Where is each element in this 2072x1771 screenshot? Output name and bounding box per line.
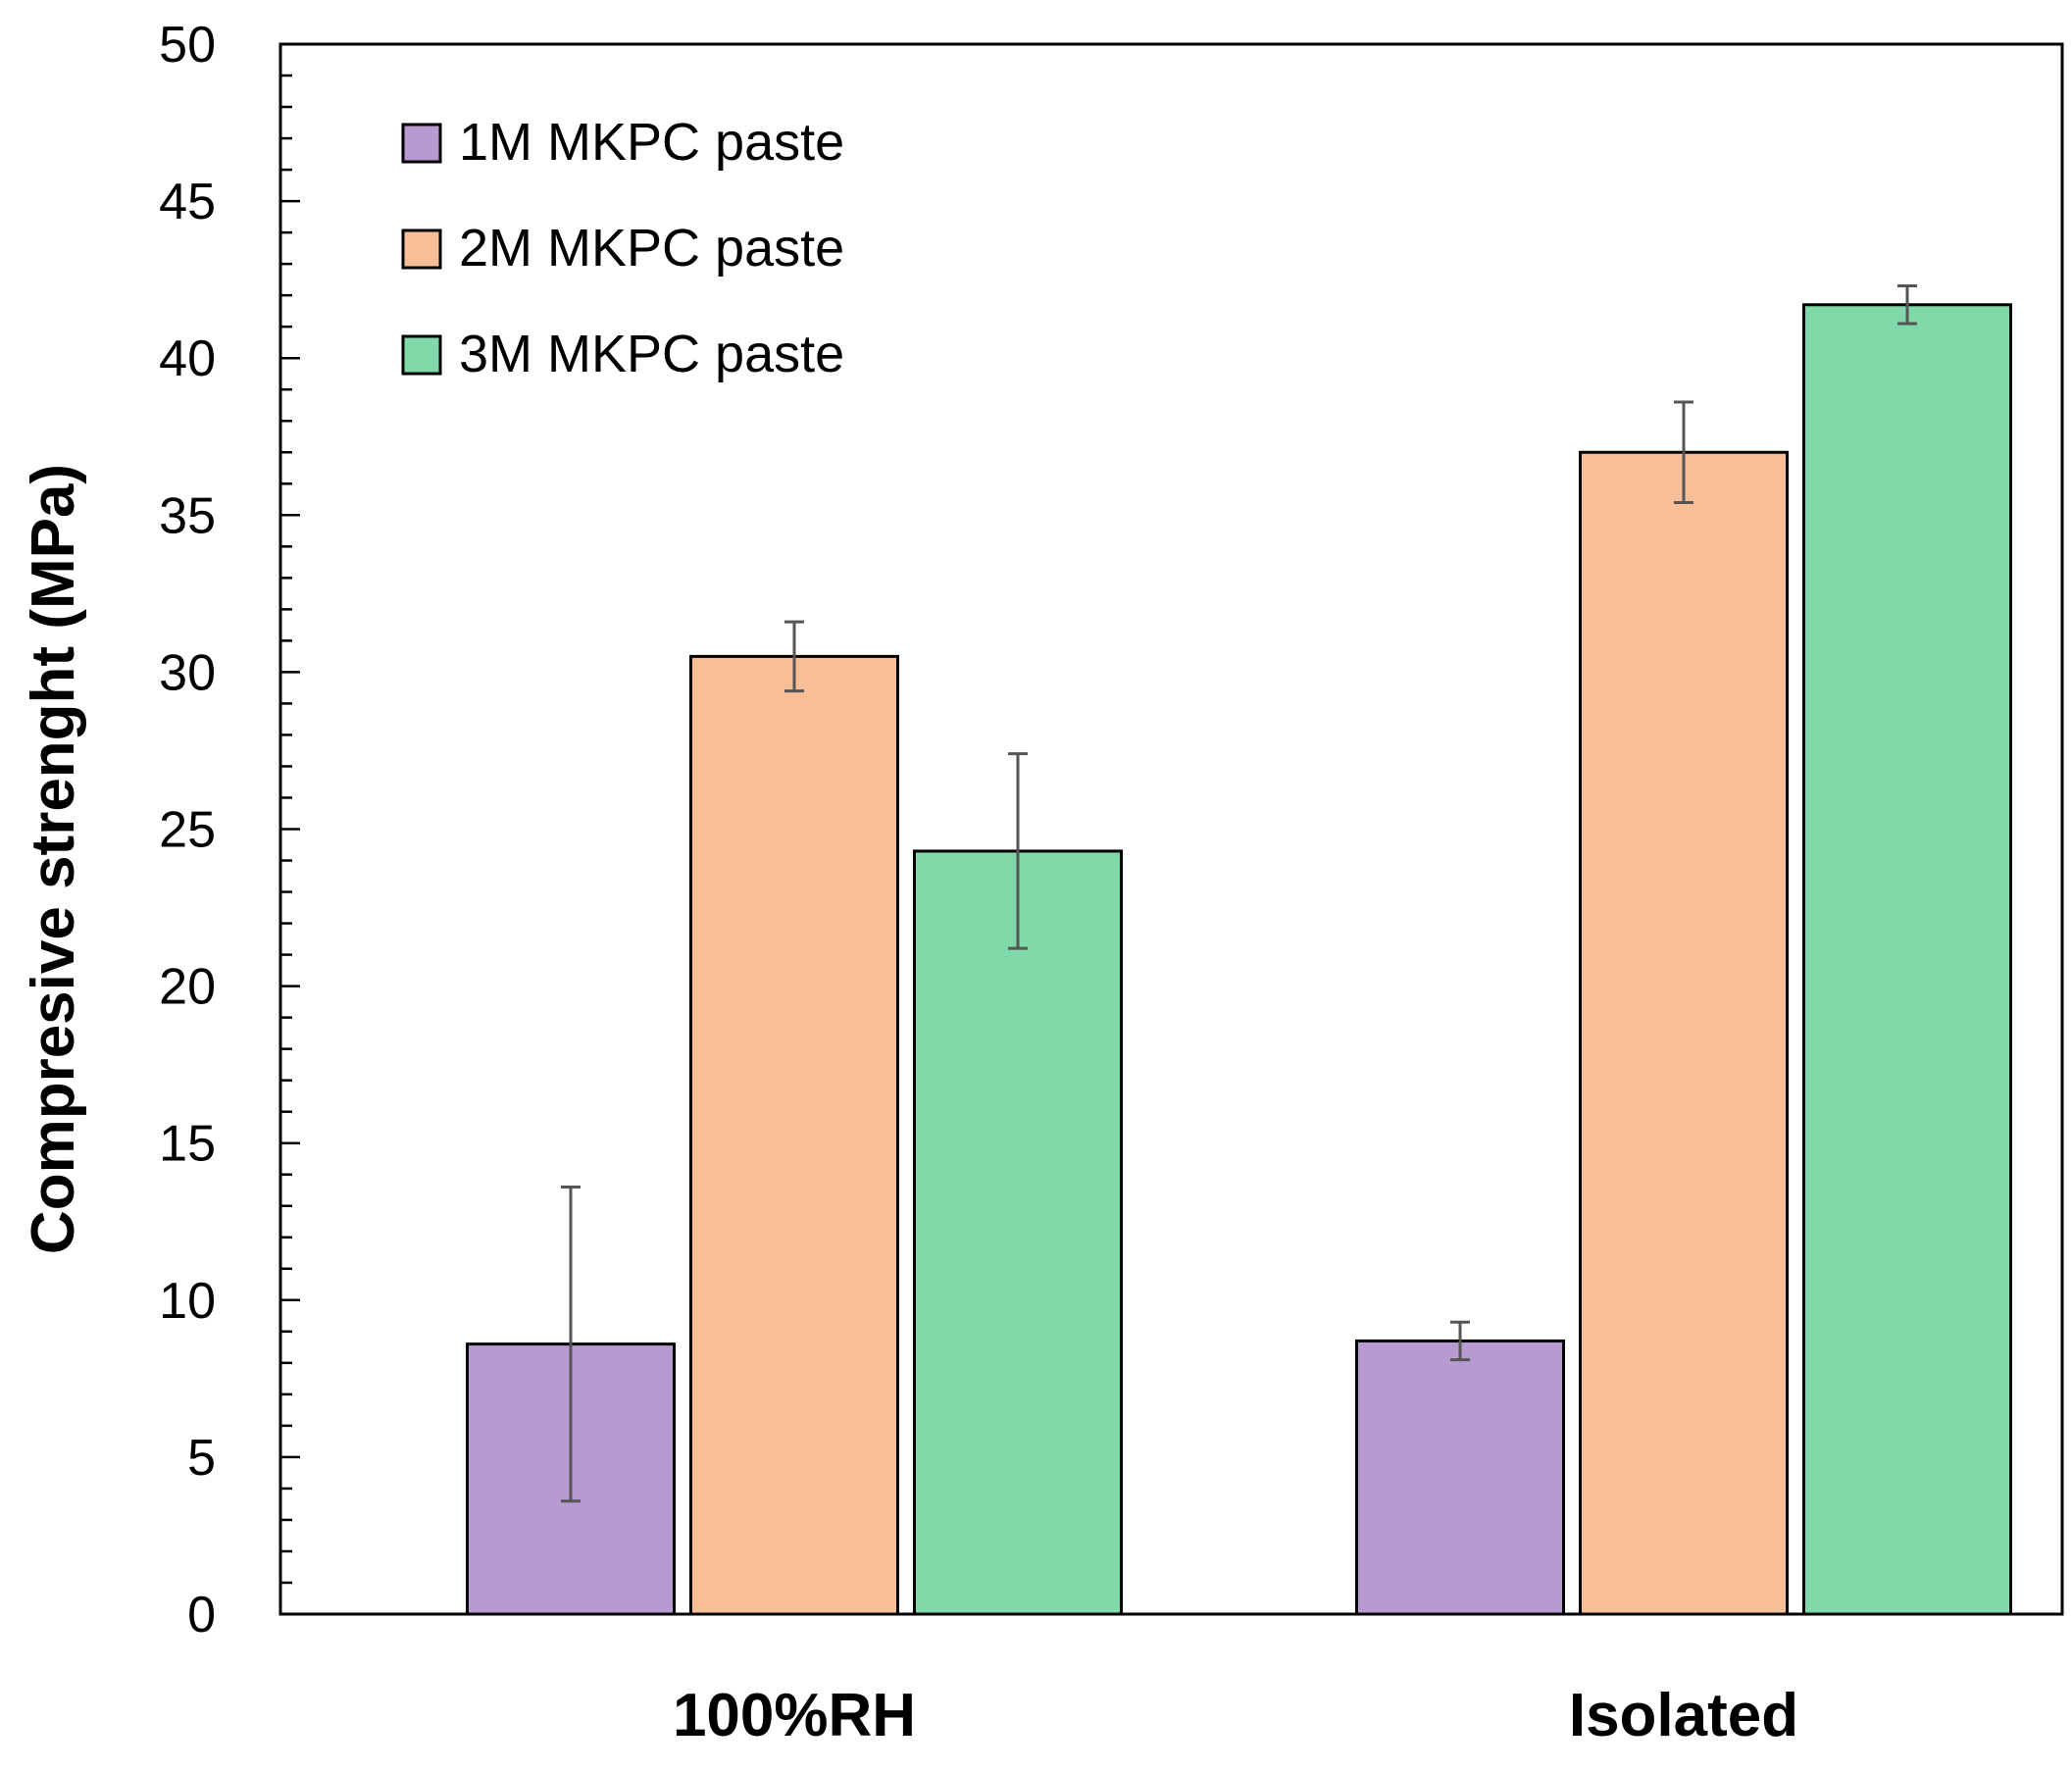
y-tick-label: 20 — [159, 959, 216, 1016]
y-tick-label: 0 — [187, 1587, 216, 1644]
legend: 1M MKPC paste 2M MKPC paste 3M MKPC paste — [401, 113, 844, 383]
x-category-label: Isolated — [1569, 1682, 1798, 1749]
y-tick-label: 45 — [159, 174, 216, 230]
bar-3m-rh — [913, 849, 1123, 1616]
bar-1m-isolated — [1355, 1339, 1565, 1616]
y-tick-label: 30 — [159, 644, 216, 701]
y-tick-label: 10 — [159, 1273, 216, 1330]
x-category-label: 100%RH — [673, 1682, 916, 1749]
y-axis-title: Compresive strenght (MPa) — [20, 464, 87, 1254]
plot-area-frame — [278, 42, 2064, 1616]
legend-label-2m: 2M MKPC paste — [459, 219, 844, 278]
legend-label-3m: 3M MKPC paste — [459, 325, 844, 383]
y-tick-label: 50 — [159, 17, 216, 74]
legend-label-1m: 1M MKPC paste — [459, 113, 844, 172]
bars-layer — [466, 303, 2012, 1616]
bar-2m-rh — [689, 654, 899, 1616]
y-axis: 0 5 10 15 20 25 30 35 40 45 50 — [159, 17, 300, 1644]
x-axis-categories: 100%RH Isolated — [673, 1682, 1798, 1749]
legend-swatch-3m — [401, 334, 442, 376]
bar-2m-isolated — [1579, 450, 1789, 1616]
y-tick-label: 35 — [159, 487, 216, 544]
y-tick-label: 15 — [159, 1116, 216, 1173]
y-tick-label: 25 — [159, 802, 216, 859]
legend-swatch-2m — [401, 228, 442, 270]
bar-3m-isolated — [1802, 303, 2012, 1616]
y-tick-label: 40 — [159, 330, 216, 387]
y-tick-label: 5 — [187, 1430, 216, 1487]
error-bars-layer — [561, 284, 1917, 1503]
legend-swatch-1m — [401, 123, 442, 164]
